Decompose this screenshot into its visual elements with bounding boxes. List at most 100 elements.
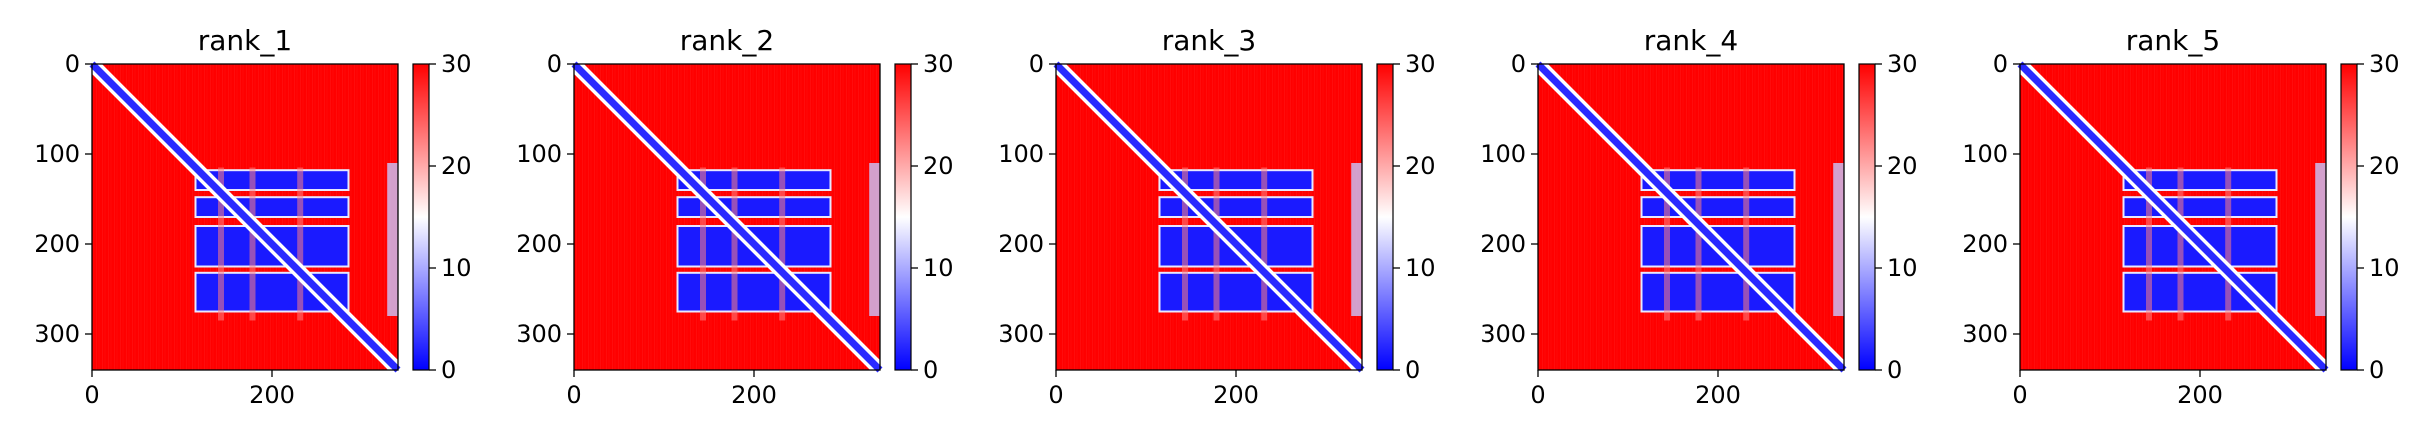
y-tick-label: 200 [516,230,562,258]
x-tick-label: 200 [249,381,295,409]
y-tick-label: 0 [1511,50,1526,78]
edge-strip [1833,163,1844,316]
y-tick-label: 200 [34,230,80,258]
heatmap-image [1051,59,1367,375]
y-tick-label: 200 [998,230,1044,258]
diagonal-band [571,61,883,373]
panel-title: rank_1 [198,24,292,57]
x-tick-label: 0 [2012,381,2027,409]
x-tick-label: 200 [1213,381,1259,409]
colorbar [1376,63,1394,371]
block-separator [2146,167,2152,321]
block-separator [700,167,706,321]
colorbar [894,63,912,371]
y-tick-label: 100 [1480,140,1526,168]
y-tick-label: 300 [998,320,1044,348]
colorbar-tick-label: 20 [1405,152,1436,180]
panel-title: rank_5 [2126,24,2220,57]
colorbar-tick-label: 10 [1405,254,1436,282]
colorbar-tick-label: 10 [2369,254,2400,282]
heatmap-image [1533,59,1849,375]
diagonal-band [2017,61,2329,373]
axes-frame [1055,63,1363,371]
block-separator [2177,167,2184,321]
panel-rank_5: rank_5 0 200 0 100 200 300 0 10 20 30 [1962,24,2399,409]
y-tick-label: 100 [516,140,562,168]
block-separator [731,167,738,321]
block-separator [297,167,304,321]
diagonal-band [89,61,401,373]
block-separator [1743,167,1750,321]
x-tick-label: 0 [566,381,581,409]
panel-rank_2: rank_2 0 200 0 100 200 300 0 10 20 30 [516,24,953,409]
y-tick-label: 300 [1962,320,2008,348]
colorbar-tick-label: 10 [1887,254,1918,282]
axes-frame [1537,63,1845,371]
block-separator [1213,167,1220,321]
contact-block [2122,169,2278,191]
contact-block [194,169,350,191]
colorbar [412,63,430,371]
edge-strip [1351,163,1362,316]
y-tick-label: 200 [1480,230,1526,258]
colorbar-tick-label: 0 [923,356,938,384]
y-tick-label: 100 [1962,140,2008,168]
y-tick-label: 0 [547,50,562,78]
x-tick-label: 200 [731,381,777,409]
colorbar-tick-label: 0 [441,356,456,384]
heatmap-image [569,59,885,375]
panel-title: rank_2 [680,24,774,57]
y-tick-label: 300 [1480,320,1526,348]
edge-strip [2315,163,2326,316]
y-tick-label: 0 [65,50,80,78]
colorbar-tick-label: 0 [1887,356,1902,384]
panel-rank_3: rank_3 0 200 0 100 200 300 0 10 20 30 [998,24,1435,409]
panel-rank_4: rank_4 0 200 0 100 200 300 0 10 20 30 [1480,24,1917,409]
block-separator [1664,167,1670,321]
heatmap-image [87,59,403,375]
contact-block [1158,169,1314,191]
colorbar-tick-label: 20 [923,152,954,180]
y-tick-label: 300 [34,320,80,348]
panel-rank_1: rank_1 0 200 0 100 200 300 0 10 20 30 [34,24,471,409]
colorbar-tick-label: 30 [2369,50,2400,78]
diagonal-band [1053,61,1365,373]
axes-frame [91,63,399,371]
colorbar-tick-label: 20 [441,152,472,180]
colorbar-tick-label: 30 [1887,50,1918,78]
x-tick-label: 0 [84,381,99,409]
block-separator [249,167,256,321]
x-tick-label: 200 [2177,381,2223,409]
colorbar-tick-label: 20 [1887,152,1918,180]
edge-strip [387,163,398,316]
colorbar-tick-label: 10 [923,254,954,282]
x-tick-label: 0 [1048,381,1063,409]
x-tick-label: 200 [1695,381,1741,409]
heatmap-image [2015,59,2331,375]
axes-frame [2019,63,2327,371]
colorbar-tick-label: 30 [1405,50,1436,78]
y-tick-label: 0 [1993,50,2008,78]
colorbar [2340,63,2358,371]
y-tick-label: 100 [998,140,1044,168]
y-tick-label: 0 [1029,50,1044,78]
axes-frame [573,63,881,371]
block-separator [779,167,786,321]
y-tick-label: 300 [516,320,562,348]
block-separator [2225,167,2232,321]
y-tick-label: 100 [34,140,80,168]
block-separator [1695,167,1702,321]
block-separator [1182,167,1188,321]
block-separator [1261,167,1268,321]
contact-block [676,169,832,191]
y-tick-label: 200 [1962,230,2008,258]
panel-title: rank_4 [1644,24,1738,57]
colorbar-tick-label: 30 [923,50,954,78]
colorbar-tick-label: 30 [441,50,472,78]
colorbar-tick-label: 10 [441,254,472,282]
colorbar-tick-label: 20 [2369,152,2400,180]
panel-title: rank_3 [1162,24,1256,57]
colorbar-tick-label: 0 [2369,356,2384,384]
colorbar-tick-label: 0 [1405,356,1420,384]
